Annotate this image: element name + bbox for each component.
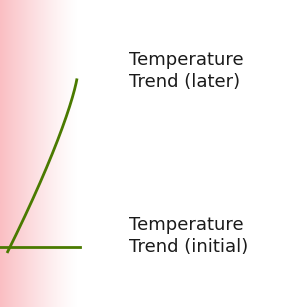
Text: Temperature
Trend (later): Temperature Trend (later) [129,51,243,91]
Text: Temperature
Trend (initial): Temperature Trend (initial) [129,216,248,256]
